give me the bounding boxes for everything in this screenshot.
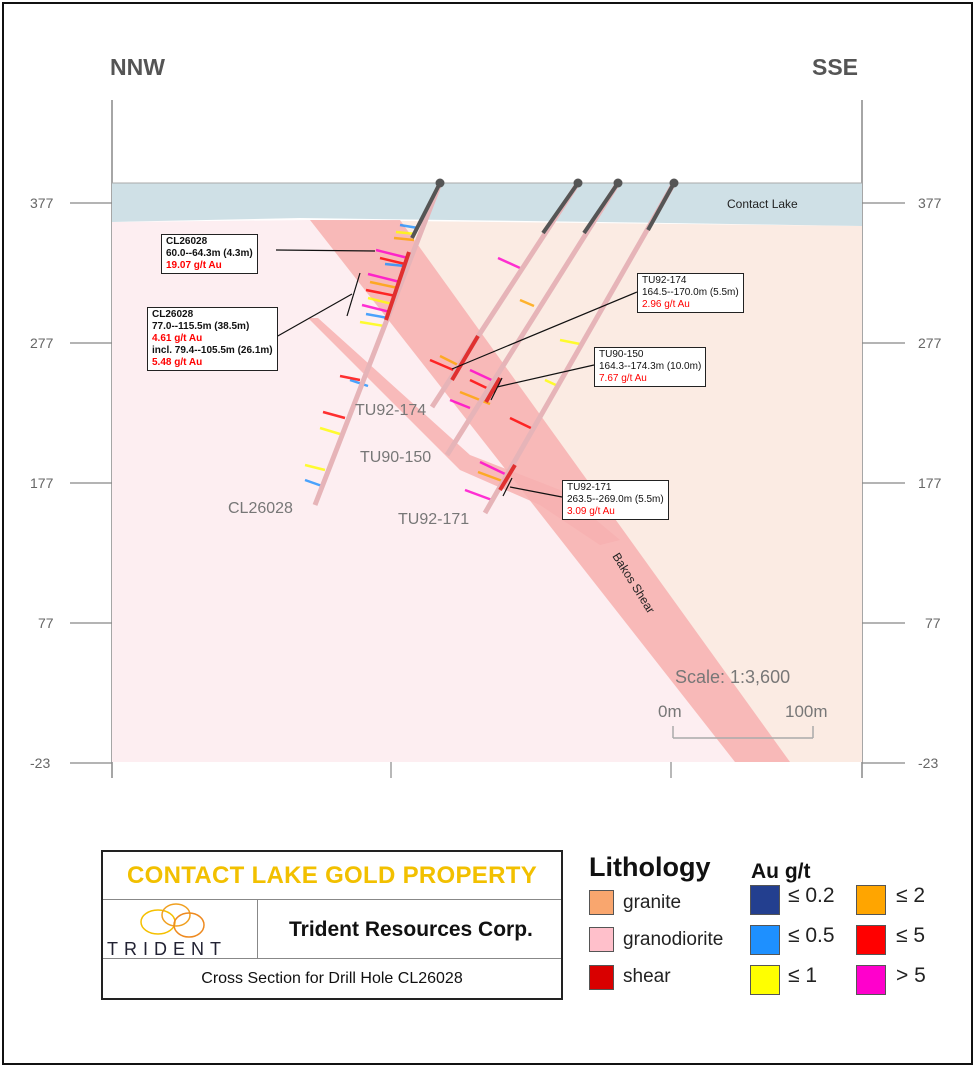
elev-right-177: 177: [918, 475, 942, 491]
callout-hole: TU90-150: [599, 349, 644, 360]
legend-shear: shear: [623, 966, 671, 987]
elev-right-m23: -23: [918, 755, 938, 771]
property-title: CONTACT LAKE GOLD PROPERTY: [126, 862, 538, 889]
scale-label: Scale: 1:3,600: [675, 667, 790, 687]
legend-au-0-2: ≤ 0.2: [788, 884, 835, 907]
callout-interval: 164.5--170.0m (5.5m): [642, 287, 739, 298]
callout-grade: 3.09 g/t Au: [567, 506, 615, 517]
swatch-au-2: [856, 885, 886, 915]
swatch-granite: [589, 890, 614, 915]
callout-tu90-150: TU90-150 164.3--174.3m (10.0m) 7.67 g/t …: [594, 347, 707, 387]
callout-interval: 60.0--64.3m (4.3m): [166, 248, 253, 259]
elev-right-277: 277: [918, 335, 942, 351]
elev-left-77: 77: [38, 615, 54, 631]
hole-label-tu92-171: TU92-171: [398, 511, 469, 528]
callout-tu92-171: TU92-171 263.5--269.0m (5.5m) 3.09 g/t A…: [562, 480, 669, 520]
callout-grade: 4.61 g/t Au: [152, 333, 203, 344]
swatch-au-1: [750, 965, 780, 995]
scale-bar: [672, 726, 814, 739]
callout-interval: 77.0--115.5m (38.5m): [152, 321, 250, 332]
swatch-au-5: [856, 925, 886, 955]
hole-label-tu90-150: TU90-150: [360, 449, 431, 466]
drill-hole-tu90-150: [444, 178, 623, 457]
legend-au-2: ≤ 2: [896, 884, 926, 907]
callout-grade: 7.67 g/t Au: [599, 373, 647, 384]
callout-interval: 263.5--269.0m (5.5m): [567, 494, 664, 505]
legend-au-1: ≤ 1: [788, 964, 818, 987]
company-row: TRIDENT Trident Resources Corp.: [103, 900, 561, 959]
elev-left-377: 377: [30, 195, 54, 211]
hole-label-cl26028: CL26028: [228, 500, 293, 517]
company-name: Trident Resources Corp.: [289, 918, 533, 941]
elev-right-77: 77: [925, 615, 941, 631]
elev-left-177: 177: [30, 475, 54, 491]
callout-tu92-174: TU92-174 164.5--170.0m (5.5m) 2.96 g/t A…: [637, 273, 744, 313]
title-row: CONTACT LAKE GOLD PROPERTY: [103, 852, 561, 900]
callout-cl26028-upper: CL26028 60.0--64.3m (4.3m) 19.07 g/t Au: [161, 234, 258, 274]
elev-right-377: 377: [918, 195, 942, 211]
contact-lake: [112, 183, 862, 226]
callout-grade: 2.96 g/t Au: [642, 299, 690, 310]
trident-logo: TRIDENT: [103, 900, 258, 959]
logo-text: TRIDENT: [107, 939, 227, 959]
callout-hole: CL26028: [166, 236, 208, 247]
swatch-au-gt5: [856, 965, 886, 995]
legend-au-5: ≤ 5: [896, 924, 926, 947]
hole-label-tu92-174: TU92-174: [355, 402, 426, 419]
scale-end: 100m: [785, 702, 828, 721]
swatch-au-0-2: [750, 885, 780, 915]
callout-hole: TU92-174: [642, 275, 687, 286]
elev-left-m23: -23: [30, 755, 50, 771]
section-subtitle: Cross Section for Drill Hole CL26028: [201, 970, 463, 987]
callout-interval: 164.3--174.3m (10.0m): [599, 361, 702, 372]
swatch-granodiorite: [589, 927, 614, 952]
legend-au-gt5: > 5: [896, 964, 926, 987]
callout-grade: 19.07 g/t Au: [166, 260, 222, 271]
callout-incl-grade: 5.48 g/t Au: [152, 357, 203, 368]
legend-granodiorite: granodiorite: [623, 929, 724, 950]
elev-left-277: 277: [30, 335, 54, 351]
callout-cl26028-lower: CL26028 77.0--115.5m (38.5m) 4.61 g/t Au…: [147, 307, 278, 371]
callout-leaders: [275, 249, 638, 498]
direction-sse: SSE: [812, 54, 858, 80]
legend-granite: granite: [623, 892, 682, 913]
legend-au-0-5: ≤ 0.5: [788, 924, 835, 947]
lithology-legend-title: Lithology: [589, 852, 711, 882]
title-block: CONTACT LAKE GOLD PROPERTY TRIDENT Tride…: [101, 850, 563, 1000]
swatch-au-0-5: [750, 925, 780, 955]
direction-nnw: NNW: [110, 54, 165, 80]
callout-hole: CL26028: [152, 309, 194, 320]
drill-hole-tu92-174: [429, 178, 583, 409]
drill-hole-tu92-171: [482, 178, 679, 515]
callout-hole: TU92-171: [567, 482, 612, 493]
drill-hole-cl26028: [312, 178, 445, 506]
scale-start: 0m: [658, 702, 682, 721]
callout-incl-interval: incl. 79.4--105.5m (26.1m): [152, 345, 273, 356]
swatch-shear: [589, 965, 614, 990]
lake-label: Contact Lake: [727, 197, 798, 211]
au-legend-title: Au g/t: [751, 860, 811, 883]
secondary-shear: [308, 318, 620, 545]
granodiorite-zone: [112, 220, 790, 762]
ticks: [70, 202, 905, 778]
